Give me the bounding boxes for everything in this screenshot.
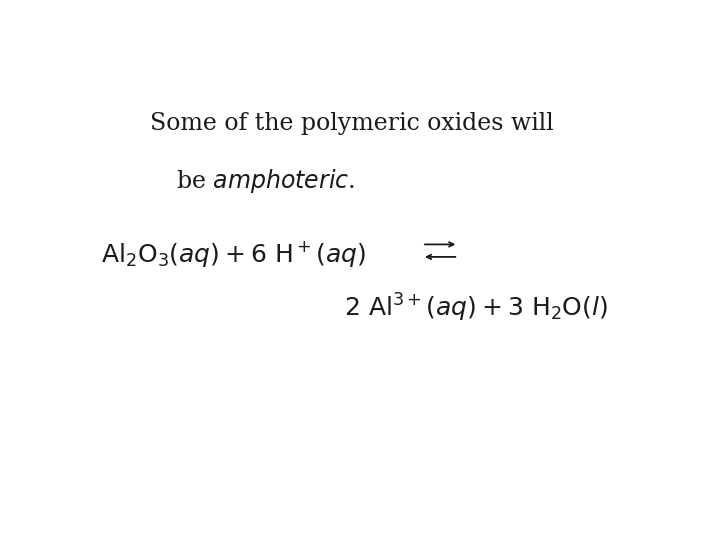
Text: $2\ \mathrm{Al^{3+}}(\mathit{aq})+3\ \mathrm{H_2O}(\mathit{l})$: $2\ \mathrm{Al^{3+}}(\mathit{aq})+3\ \ma… [344, 292, 608, 324]
Text: be $\mathit{amphoteric}$.: be $\mathit{amphoteric}$. [176, 167, 356, 195]
Text: Some of the polymeric oxides will: Some of the polymeric oxides will [150, 112, 554, 134]
Text: $\mathrm{Al_2O_3}(\mathit{aq})+6\ \mathrm{H^+}(\mathit{aq})$: $\mathrm{Al_2O_3}(\mathit{aq})+6\ \mathr… [101, 239, 366, 269]
